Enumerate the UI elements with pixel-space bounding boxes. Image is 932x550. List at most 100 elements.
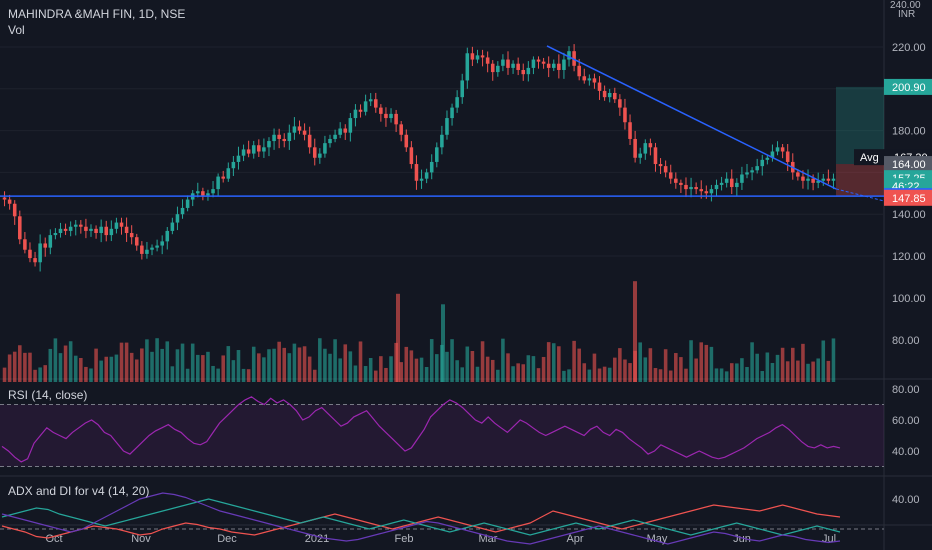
volume-bar <box>272 348 276 382</box>
volume-bar <box>618 348 622 382</box>
candle-body <box>38 243 42 263</box>
volume-bar <box>206 351 210 382</box>
volume-bar <box>94 348 98 382</box>
volume-bar <box>496 369 500 382</box>
volume-bar <box>343 344 348 382</box>
volume-label[interactable]: Vol <box>8 23 25 37</box>
candle-body <box>23 239 27 250</box>
candle-body <box>389 113 393 119</box>
volume-bar <box>531 356 536 382</box>
candle-body <box>287 132 292 142</box>
rsi-band <box>0 404 884 467</box>
volume-bar <box>704 344 709 382</box>
volume-bar <box>384 367 388 382</box>
candle-body <box>165 230 170 242</box>
volume-bar <box>745 367 749 382</box>
volume-bar <box>455 360 459 382</box>
candle-body <box>241 149 246 156</box>
candle-body <box>28 249 32 259</box>
volume-bar <box>785 361 790 382</box>
candle-body <box>485 57 490 64</box>
volume-bar <box>796 360 800 382</box>
volume-bar <box>801 343 805 382</box>
candle-body <box>745 172 749 175</box>
volume-bar <box>729 363 734 382</box>
candle-body <box>348 118 353 133</box>
candle-body <box>724 178 729 183</box>
volume-bar <box>363 366 368 382</box>
candle-body <box>567 51 571 60</box>
volume-bar <box>160 348 164 382</box>
volume-bar <box>790 347 795 382</box>
volume-spike <box>396 293 400 382</box>
volume-spike <box>633 281 637 382</box>
candle-body <box>735 182 739 188</box>
volume-bar <box>526 355 531 382</box>
volume-bar <box>684 368 688 382</box>
candle-body <box>343 128 348 133</box>
trend-line <box>546 45 837 190</box>
candle-body <box>821 178 826 181</box>
volume-bar <box>674 353 678 382</box>
candle-body <box>572 51 576 66</box>
x-tick-label: Oct <box>45 533 62 545</box>
adx-tick-label: 40.00 <box>892 494 920 506</box>
candle-body <box>277 134 281 139</box>
x-tick-label: Jul <box>822 533 836 545</box>
volume-bar <box>68 341 73 382</box>
volume-bar <box>653 368 658 382</box>
candle-body <box>236 155 241 162</box>
volume-bar <box>511 366 515 382</box>
candle-body <box>501 59 505 66</box>
volume-bar <box>445 351 449 382</box>
volume-bar <box>577 348 581 382</box>
volume-bar <box>709 346 714 382</box>
volume-bar <box>140 348 144 382</box>
candle-body <box>409 147 414 165</box>
price-tick-label: 120.00 <box>892 251 926 263</box>
candle-body <box>363 101 368 112</box>
volume-bar <box>414 358 419 382</box>
candle-body <box>53 233 58 236</box>
adx-label[interactable]: ADX and DI for v4 (14, 20) <box>8 484 150 498</box>
volume-bar <box>23 352 27 382</box>
volume-bar <box>755 353 759 382</box>
candle-body <box>765 157 770 160</box>
candle-body <box>292 126 297 133</box>
volume-bar <box>460 367 465 382</box>
volume-bar <box>765 352 770 382</box>
candle-body <box>628 122 632 139</box>
volume-bar <box>358 341 363 382</box>
candle-body <box>546 63 551 68</box>
candle-body <box>770 151 775 158</box>
volume-bar <box>155 338 159 382</box>
volume-bar <box>53 338 58 382</box>
candle-body <box>185 199 190 208</box>
candle-body <box>429 161 434 173</box>
candle-body <box>674 178 678 183</box>
volume-bar <box>750 342 754 382</box>
rsi-line <box>1 396 841 463</box>
candle-body <box>272 134 276 142</box>
candle-body <box>12 203 17 217</box>
candle-body <box>18 216 22 240</box>
volume-bar <box>58 353 63 382</box>
candle-body <box>618 99 622 108</box>
volume-bar <box>216 368 220 382</box>
candle-body <box>831 178 836 181</box>
rsi-label[interactable]: RSI (14, close) <box>8 388 88 402</box>
volume-bar <box>546 342 551 382</box>
candle-body <box>480 55 485 58</box>
volume-bar <box>231 360 236 382</box>
candle-body <box>587 78 592 81</box>
candle-body <box>124 226 129 234</box>
trend-line-extension <box>835 188 885 202</box>
volume-bar <box>429 339 434 382</box>
candle-body <box>496 65 500 73</box>
symbol-title[interactable]: MAHINDRA &MAH FIN, 1D, NSE <box>8 7 186 21</box>
candle-body <box>689 187 693 190</box>
volume-bar <box>485 356 490 382</box>
volume-bar <box>490 359 495 382</box>
candle-body <box>307 134 312 148</box>
